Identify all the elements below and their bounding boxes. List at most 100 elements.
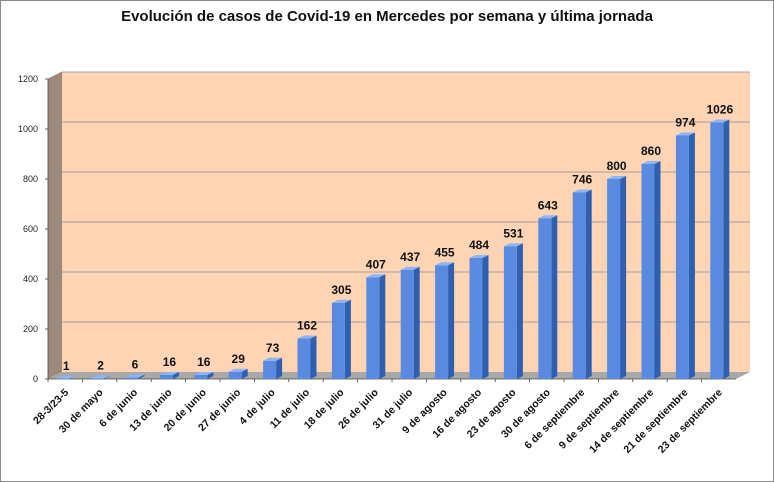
data-label: 162 <box>297 319 317 333</box>
y-tick-label: 1200 <box>18 74 38 84</box>
bar <box>435 265 449 379</box>
y-tick-label: 200 <box>23 324 38 334</box>
bar <box>331 302 345 379</box>
bar-top <box>435 262 455 266</box>
bar-side <box>104 375 111 379</box>
bar-side <box>551 215 558 379</box>
data-label: 455 <box>435 245 455 259</box>
data-label: 974 <box>675 116 695 130</box>
bar-top <box>56 375 76 379</box>
bar-side <box>688 132 695 379</box>
x-category-label: 21 de septiembre <box>621 387 690 456</box>
bar-top <box>675 132 695 136</box>
data-label: 437 <box>400 250 420 264</box>
bar-top <box>366 274 386 278</box>
y-tick-label: 800 <box>23 174 38 184</box>
bar-top <box>194 372 214 375</box>
bar-top <box>263 357 283 361</box>
x-category-label: 23 de septiembre <box>656 387 725 456</box>
y-tick-label: 1000 <box>18 124 38 134</box>
bar <box>228 371 242 379</box>
bar-top <box>469 255 489 258</box>
bar-side <box>654 161 661 379</box>
bar <box>675 135 689 379</box>
bar-top <box>710 119 730 123</box>
bar <box>159 375 173 379</box>
bar-side <box>379 274 386 379</box>
bar-side <box>172 372 179 379</box>
data-label: 800 <box>607 159 627 173</box>
chart-title: Evolución de casos de Covid-19 en Merced… <box>121 8 653 25</box>
bar <box>366 277 380 379</box>
bar-top <box>228 368 248 372</box>
bar-side <box>585 189 592 379</box>
bar-side <box>344 299 351 379</box>
bar <box>125 377 139 379</box>
bar <box>297 338 311 379</box>
bar-top <box>91 375 111 379</box>
bar <box>710 122 724 379</box>
bar <box>400 269 414 379</box>
bar <box>91 378 105 380</box>
bar <box>607 179 621 379</box>
bar-top <box>641 161 661 164</box>
bar-side <box>516 243 523 379</box>
y-tick-label: 600 <box>23 224 38 234</box>
x-category-label: 9 de septiembre <box>557 387 622 452</box>
data-label: 407 <box>366 257 386 271</box>
x-category-label: 14 de septiembre <box>587 387 656 456</box>
data-label: 73 <box>266 341 280 355</box>
data-label: 531 <box>503 226 523 240</box>
bar-side <box>207 372 214 379</box>
bar-side <box>723 119 730 379</box>
bar <box>538 218 552 379</box>
bar <box>641 164 655 379</box>
bar <box>56 378 70 380</box>
x-category-label: 6 de septiembre <box>522 387 587 452</box>
bar <box>503 246 517 379</box>
bar-side <box>620 176 627 379</box>
gridline-side <box>47 221 63 230</box>
bar-side <box>276 357 283 379</box>
data-label: 860 <box>641 144 661 158</box>
data-label: 29 <box>232 352 246 366</box>
y-tick-label: 0 <box>33 374 38 384</box>
data-label: 2 <box>97 359 104 373</box>
bar <box>194 375 208 379</box>
gridline-side <box>47 171 63 180</box>
bar-top <box>538 215 558 219</box>
data-label: 484 <box>469 238 489 252</box>
bar <box>469 258 483 379</box>
gridline-side <box>47 271 63 280</box>
bar-top <box>503 243 523 247</box>
bar-top <box>572 189 592 193</box>
data-label: 16 <box>163 355 177 369</box>
data-label: 643 <box>538 198 558 212</box>
gridline-side <box>47 321 63 330</box>
y-tick-label: 400 <box>23 274 38 284</box>
bar-top <box>125 374 145 378</box>
bar-side <box>413 266 420 379</box>
gridline-side <box>47 121 63 130</box>
bar-side <box>69 375 76 379</box>
bar-top <box>607 176 627 179</box>
bar-side <box>482 255 489 379</box>
data-label: 16 <box>197 355 211 369</box>
gridline-side <box>47 71 63 80</box>
bar-top <box>159 372 179 375</box>
bar <box>572 192 586 379</box>
bar-top <box>331 299 351 303</box>
data-label: 746 <box>572 173 592 187</box>
bar-top <box>400 266 420 270</box>
bar-side <box>448 262 455 379</box>
bar-top <box>297 335 317 339</box>
data-label: 305 <box>331 283 351 297</box>
bar-side <box>310 335 317 379</box>
data-label: 6 <box>132 358 139 372</box>
data-label: 1026 <box>706 103 733 117</box>
bar-side <box>138 374 145 379</box>
bar-side <box>241 368 248 379</box>
bar <box>263 360 277 379</box>
data-label: 1 <box>63 359 70 373</box>
